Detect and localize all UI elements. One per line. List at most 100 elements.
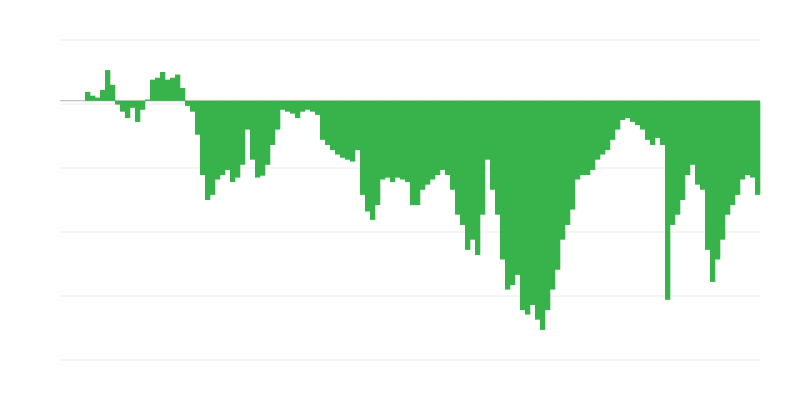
bar	[425, 100, 431, 185]
bar	[615, 100, 621, 130]
bar	[185, 100, 191, 106]
bar	[365, 100, 371, 212]
bar	[640, 100, 646, 130]
bar	[105, 70, 111, 101]
bar	[355, 100, 361, 151]
bar	[595, 100, 601, 160]
bar	[565, 100, 571, 225]
bar	[670, 100, 676, 225]
bar	[685, 100, 691, 176]
bar	[255, 100, 261, 178]
bar	[90, 95, 96, 101]
bar	[120, 100, 126, 112]
bar	[575, 100, 581, 180]
bar	[85, 91, 91, 101]
bar	[230, 100, 236, 183]
bar	[530, 100, 536, 305]
bar	[510, 100, 516, 286]
bar	[745, 100, 751, 176]
bar	[590, 100, 596, 170]
bar	[305, 100, 311, 110]
bar	[405, 100, 411, 183]
bar	[515, 100, 521, 275]
bar	[165, 79, 171, 101]
bar	[610, 100, 616, 140]
bar	[125, 100, 131, 119]
bar	[465, 100, 471, 250]
bar	[295, 100, 301, 119]
bar	[175, 74, 181, 101]
bar	[300, 100, 306, 112]
bar	[145, 99, 151, 101]
bar	[210, 100, 216, 195]
bar	[360, 100, 366, 195]
bar	[140, 100, 146, 110]
bar	[100, 89, 106, 101]
bar	[730, 100, 736, 206]
bar	[675, 100, 681, 215]
bar	[95, 97, 101, 101]
bar	[600, 100, 606, 155]
bar	[395, 100, 401, 178]
bar	[680, 100, 686, 200]
bar	[755, 100, 761, 195]
bar	[225, 100, 231, 170]
bar	[445, 100, 451, 176]
bar	[270, 100, 276, 145]
bar	[410, 100, 416, 206]
bar	[490, 100, 496, 190]
bar	[190, 100, 196, 112]
bar	[415, 100, 421, 206]
bar	[550, 100, 556, 290]
bar	[660, 100, 666, 145]
bar	[430, 100, 436, 180]
bar	[540, 100, 546, 330]
bar	[195, 100, 201, 135]
bar	[285, 100, 291, 112]
bar	[495, 100, 501, 215]
bar	[235, 100, 241, 178]
bar	[380, 100, 386, 180]
bar	[720, 100, 726, 240]
bar	[505, 100, 511, 290]
bar	[715, 100, 721, 260]
bar	[200, 100, 206, 176]
bar	[645, 100, 651, 140]
bar	[155, 77, 161, 101]
bar	[240, 100, 246, 165]
bar	[290, 100, 296, 114]
bar	[130, 100, 136, 108]
bar	[570, 100, 576, 210]
bar	[315, 100, 321, 115]
bar	[605, 100, 611, 151]
bar	[265, 100, 271, 165]
bar	[555, 100, 561, 270]
bars	[85, 70, 761, 330]
bar	[335, 100, 341, 155]
bar	[455, 100, 461, 215]
bar	[690, 100, 696, 165]
bar	[650, 100, 656, 145]
bar	[400, 100, 406, 180]
bar	[110, 84, 116, 101]
bar	[480, 100, 486, 215]
bar	[450, 100, 456, 190]
bar	[150, 79, 156, 101]
bar	[325, 100, 331, 145]
bar	[750, 100, 756, 178]
bar	[160, 72, 166, 101]
bar	[180, 88, 186, 101]
bar	[585, 100, 591, 176]
bar	[475, 100, 481, 256]
bar	[170, 77, 176, 101]
bar	[250, 100, 256, 160]
bar	[470, 100, 476, 240]
bar	[440, 100, 446, 170]
bar	[560, 100, 566, 240]
bar	[350, 100, 356, 162]
bar	[700, 100, 706, 190]
bar	[545, 100, 551, 311]
bar	[215, 100, 221, 180]
bar	[375, 100, 381, 206]
bar	[370, 100, 376, 220]
